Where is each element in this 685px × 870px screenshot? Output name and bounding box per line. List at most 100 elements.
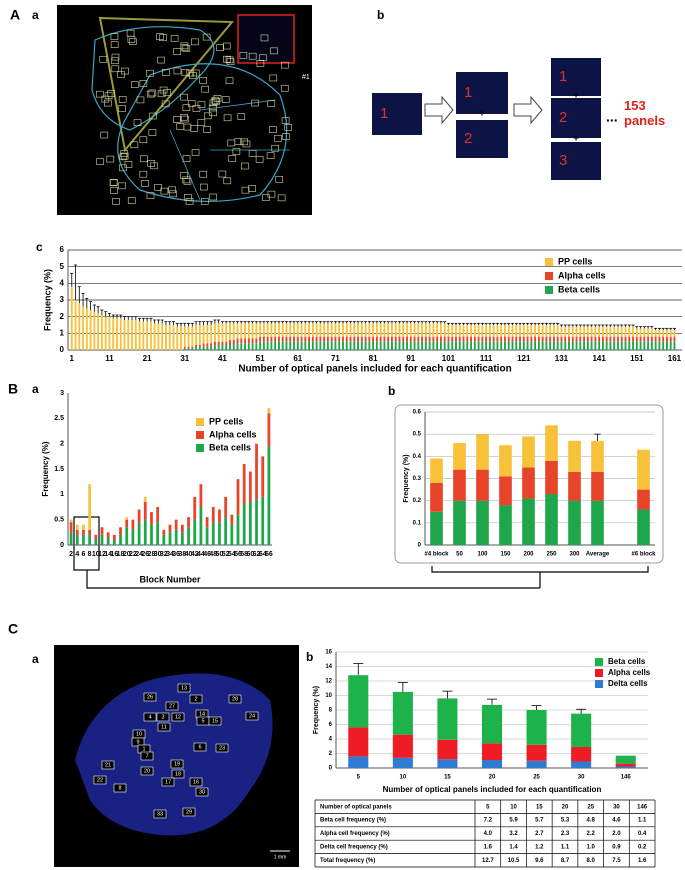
bar-segment: [157, 323, 160, 350]
bar-segment: [406, 336, 408, 342]
bar-segment: [492, 325, 495, 337]
bar-segment: [526, 325, 529, 337]
bar-segment: [75, 524, 79, 530]
region-label: 10: [136, 731, 142, 737]
bar-segment: [348, 675, 369, 728]
bar-segment: [125, 519, 129, 528]
bar-segment: [217, 323, 220, 342]
bar-segment: [164, 325, 167, 350]
table-cell: 0.4: [638, 831, 647, 837]
x-tick-label: 54: [228, 551, 236, 558]
table-cell: 5.3: [561, 818, 570, 824]
panel-square: [130, 141, 139, 149]
panel-square: [182, 45, 191, 52]
bar-segment: [530, 336, 533, 342]
bar-segment: [594, 336, 597, 342]
bar-segment: [217, 345, 220, 350]
panel-label: a: [32, 8, 39, 22]
bar-segment: [402, 336, 405, 342]
bar-segment: [75, 534, 79, 545]
bar-segment: [225, 345, 228, 350]
bar-segment: [583, 341, 586, 350]
bar-segment: [620, 326, 623, 337]
table-cell: 146: [637, 804, 648, 810]
region-box: [195, 787, 209, 797]
bar-segment: [637, 449, 650, 490]
bar-segment: [123, 320, 126, 350]
bar-segment: [430, 482, 443, 512]
bar-segment: [409, 323, 412, 337]
bar-segment: [372, 323, 375, 337]
region-label: 1: [142, 746, 145, 752]
bar-segment: [187, 527, 190, 545]
x-tick-label: 4: [75, 551, 79, 558]
bar-segment: [338, 341, 341, 350]
bar-segment: [526, 710, 547, 745]
panel-square: [140, 155, 148, 163]
x-tick-label: 16: [110, 551, 118, 558]
bar-segment: [89, 310, 92, 350]
bar-segment: [639, 341, 642, 350]
bar-segment: [451, 325, 454, 337]
bar-segment: [267, 446, 271, 545]
bar-segment: [236, 338, 239, 344]
bar-segment: [545, 336, 548, 342]
plus-sign: +: [573, 134, 579, 145]
image-tile: [551, 98, 601, 138]
panel-square: [271, 144, 280, 152]
x-tick-label: 31: [180, 354, 189, 363]
bar-segment: [447, 325, 450, 337]
bar-segment: [507, 341, 510, 350]
x-tick-label: 250: [546, 552, 557, 558]
x-tick-label: 161: [668, 354, 682, 363]
bar-segment: [643, 328, 646, 337]
panel-square: [181, 69, 190, 76]
table-cell: 1.6: [484, 844, 493, 850]
bar-segment: [673, 336, 676, 342]
bar-segment: [601, 326, 604, 337]
legend-swatch: [196, 431, 204, 439]
bar-segment: [236, 479, 240, 515]
bar-segment: [594, 326, 597, 337]
panel-square: [262, 194, 270, 201]
bar-segment: [187, 346, 190, 349]
bar-segment: [613, 326, 616, 337]
panel-square: [223, 114, 232, 122]
bar-segment: [560, 341, 563, 350]
bar-segment: [191, 348, 194, 350]
bar-segment: [168, 524, 172, 533]
bar-segment: [278, 341, 280, 350]
panel-square: [216, 44, 224, 51]
table-cell: 8.0: [587, 858, 596, 864]
table-cell: 7.5: [612, 858, 621, 864]
bar-segment: [499, 505, 512, 545]
bar-segment: [402, 341, 405, 350]
bar-segment: [368, 323, 371, 337]
legend-swatch: [595, 658, 603, 666]
region-box: [171, 769, 185, 779]
x-tick-label: 62: [253, 551, 261, 558]
bar-segment: [176, 326, 179, 350]
bar-segment: [326, 323, 329, 337]
bar-segment: [232, 340, 235, 345]
region-label: 2: [194, 696, 197, 702]
bar-segment: [162, 534, 166, 545]
bar-segment: [240, 338, 243, 344]
bar-segment: [451, 341, 454, 350]
panel-square: [126, 29, 135, 37]
bar-segment: [88, 529, 92, 535]
table-cell: 9.6: [535, 858, 544, 864]
bar-segment: [665, 330, 668, 337]
bar-segment: [598, 341, 601, 350]
bar-segment: [289, 336, 292, 342]
panel-square: [260, 34, 269, 42]
bar-segment: [500, 325, 503, 337]
panel-square: [223, 177, 232, 185]
bar-segment: [180, 524, 184, 533]
bar-segment: [515, 336, 518, 342]
bar-segment: [579, 341, 582, 350]
y-tick-label: 1: [60, 491, 64, 498]
bar-segment: [262, 341, 265, 350]
table-cell: 1.0: [587, 844, 596, 850]
panel-square: [184, 194, 192, 201]
